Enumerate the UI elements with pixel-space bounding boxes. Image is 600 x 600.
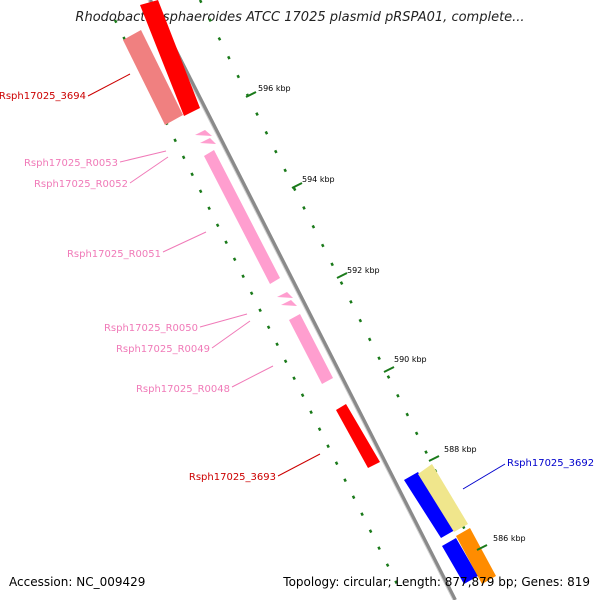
gene-label-3692[interactable]: Rsph17025_3692 bbox=[507, 458, 594, 469]
accession-text: Accession: NC_009429 bbox=[9, 575, 146, 589]
gene-label-r0049[interactable]: Rsph17025_R0049 bbox=[116, 344, 210, 355]
tick-586 bbox=[476, 544, 488, 551]
outer-dotted-track bbox=[198, 0, 472, 541]
tick-596 bbox=[245, 91, 257, 98]
gene-3694-red[interactable] bbox=[140, 0, 200, 116]
leader-3692 bbox=[462, 463, 506, 490]
leader-r0050 bbox=[199, 313, 248, 328]
gene-r0049[interactable] bbox=[281, 300, 297, 306]
gene-label-3694[interactable]: Rsph17025_3694 bbox=[0, 91, 86, 102]
map-title: Rhodobacter sphaeroides ATCC 17025 plasm… bbox=[75, 10, 525, 25]
tick-label-590: 590 kbp bbox=[394, 355, 427, 364]
gene-label-r0048[interactable]: Rsph17025_R0048 bbox=[136, 384, 230, 395]
gene-r0051[interactable] bbox=[204, 150, 280, 284]
tick-588 bbox=[428, 455, 440, 462]
backbone-line bbox=[148, 0, 457, 600]
gene-3694-salmon[interactable] bbox=[123, 30, 183, 125]
gene-orange[interactable] bbox=[456, 528, 496, 584]
gene-label-r0050[interactable]: Rsph17025_R0050 bbox=[104, 323, 198, 334]
tick-590 bbox=[383, 366, 395, 373]
tick-594 bbox=[291, 182, 303, 189]
gene-khaki[interactable] bbox=[418, 464, 468, 532]
gene-3692-blue-b[interactable] bbox=[442, 538, 478, 584]
tick-label-592: 592 kbp bbox=[347, 266, 380, 275]
gene-r0048[interactable] bbox=[289, 314, 333, 384]
topology-stats: Topology: circular; Length: 877,879 bp; … bbox=[283, 575, 590, 589]
leader-r0051 bbox=[162, 231, 207, 253]
tick-label-594: 594 kbp bbox=[302, 175, 335, 184]
backbone-highlight bbox=[147, 0, 454, 600]
gene-label-r0051[interactable]: Rsph17025_R0051 bbox=[67, 249, 161, 260]
gene-r0050[interactable] bbox=[277, 292, 293, 298]
leader-r0053 bbox=[119, 150, 167, 163]
tick-label-596: 596 kbp bbox=[258, 84, 291, 93]
gene-label-r0052[interactable]: Rsph17025_R0052 bbox=[34, 179, 128, 190]
gene-label-r0053[interactable]: Rsph17025_R0053 bbox=[24, 158, 118, 169]
gene-r0053[interactable] bbox=[195, 130, 212, 136]
leader-3693 bbox=[277, 453, 321, 477]
gene-3693[interactable] bbox=[336, 404, 380, 468]
leader-r0048 bbox=[231, 365, 274, 388]
tick-label-586: 586 kbp bbox=[493, 534, 526, 543]
gene-label-3693[interactable]: Rsph17025_3693 bbox=[189, 472, 276, 483]
leader-r0052 bbox=[129, 156, 169, 184]
tick-592 bbox=[336, 272, 348, 279]
leader-r0049 bbox=[211, 320, 251, 349]
tick-label-588: 588 kbp bbox=[444, 445, 477, 454]
gene-3692-blue-a[interactable] bbox=[404, 472, 455, 538]
leader-3694 bbox=[87, 73, 131, 97]
gene-r0052[interactable] bbox=[200, 138, 216, 144]
